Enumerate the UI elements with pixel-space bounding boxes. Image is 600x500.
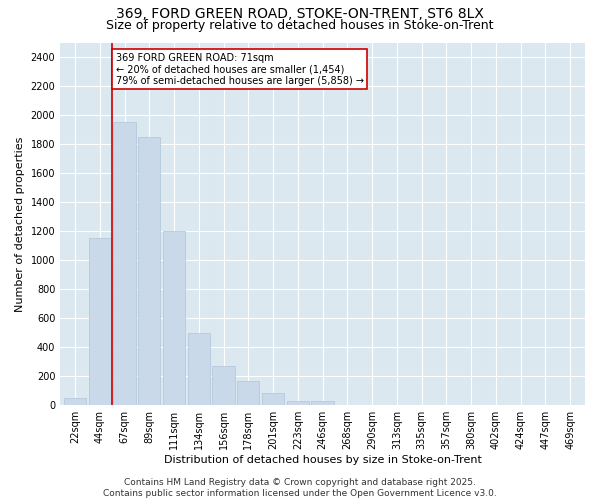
Bar	[262, 393, 284, 405]
Text: 369, FORD GREEN ROAD, STOKE-ON-TRENT, ST6 8LX: 369, FORD GREEN ROAD, STOKE-ON-TRENT, ST…	[116, 8, 484, 22]
Bar	[138, 137, 160, 405]
Bar	[64, 398, 86, 405]
Y-axis label: Number of detached properties: Number of detached properties	[15, 136, 25, 312]
Bar	[311, 401, 334, 405]
Bar	[89, 238, 111, 405]
X-axis label: Distribution of detached houses by size in Stoke-on-Trent: Distribution of detached houses by size …	[164, 455, 482, 465]
Bar	[237, 380, 259, 405]
Bar	[287, 401, 309, 405]
Bar	[163, 231, 185, 405]
Text: Contains HM Land Registry data © Crown copyright and database right 2025.
Contai: Contains HM Land Registry data © Crown c…	[103, 478, 497, 498]
Bar	[188, 332, 210, 405]
Bar	[113, 122, 136, 405]
Text: 369 FORD GREEN ROAD: 71sqm
← 20% of detached houses are smaller (1,454)
79% of s: 369 FORD GREEN ROAD: 71sqm ← 20% of deta…	[116, 52, 364, 86]
Bar	[212, 366, 235, 405]
Text: Size of property relative to detached houses in Stoke-on-Trent: Size of property relative to detached ho…	[106, 19, 494, 32]
